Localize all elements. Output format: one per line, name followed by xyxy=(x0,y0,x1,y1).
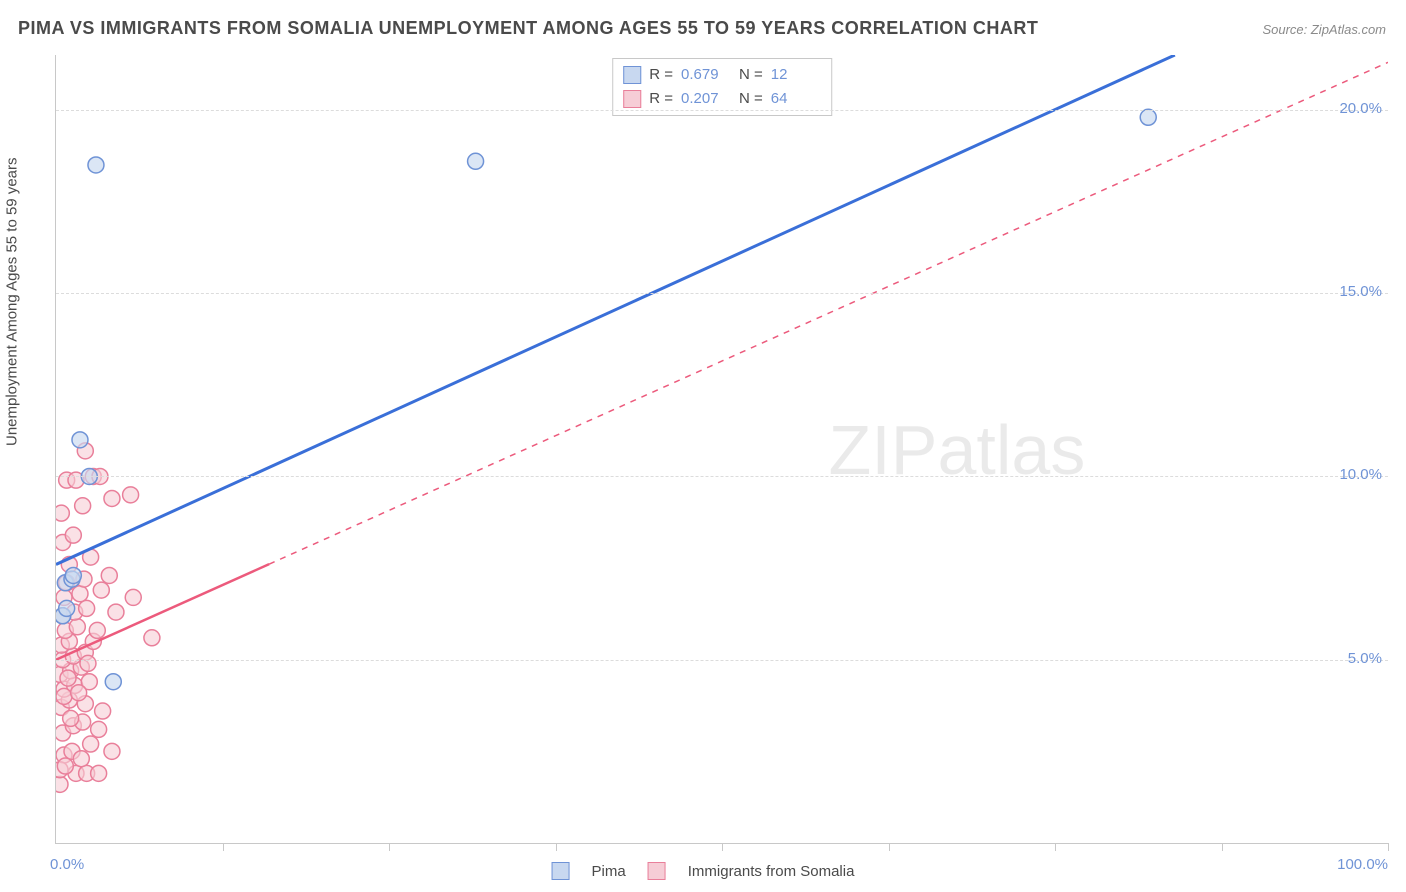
y-tick-label: 10.0% xyxy=(1339,466,1382,483)
data-point xyxy=(63,710,79,726)
data-point xyxy=(91,765,107,781)
data-point xyxy=(71,685,87,701)
gridline xyxy=(56,660,1388,661)
stats-n-label-0: N = xyxy=(739,63,763,87)
stats-n-value-1: 64 xyxy=(771,87,821,111)
x-tick xyxy=(722,843,723,851)
data-point xyxy=(93,582,109,598)
data-point xyxy=(57,758,73,774)
chart-plot-area: R = 0.679 N = 12 R = 0.207 N = 64 ZIPatl… xyxy=(55,55,1388,844)
x-tick xyxy=(1222,843,1223,851)
legend-swatch-0 xyxy=(552,862,570,880)
trend-line xyxy=(56,55,1175,564)
data-point xyxy=(105,674,121,690)
y-axis-label: Unemployment Among Ages 55 to 59 years xyxy=(4,157,21,446)
stats-legend-row-1: R = 0.207 N = 64 xyxy=(623,87,821,111)
legend-label-0: Pima xyxy=(592,863,626,880)
y-tick-label: 15.0% xyxy=(1339,283,1382,300)
data-point xyxy=(56,688,72,704)
data-point xyxy=(75,498,91,514)
stats-legend-row-0: R = 0.679 N = 12 xyxy=(623,63,821,87)
data-point xyxy=(80,655,96,671)
x-min-label: 0.0% xyxy=(50,856,84,873)
data-point xyxy=(73,751,89,767)
x-tick xyxy=(1388,843,1389,851)
data-point xyxy=(108,604,124,620)
stats-r-value-1: 0.207 xyxy=(681,87,731,111)
stats-legend: R = 0.679 N = 12 R = 0.207 N = 64 xyxy=(612,58,832,116)
data-point xyxy=(104,743,120,759)
data-point xyxy=(53,505,69,521)
stats-swatch-1 xyxy=(623,90,641,108)
stats-r-label-1: R = xyxy=(649,87,673,111)
data-point xyxy=(1140,109,1156,125)
source-label: Source: ZipAtlas.com xyxy=(1262,22,1386,37)
x-tick xyxy=(389,843,390,851)
data-point xyxy=(91,721,107,737)
stats-n-label-1: N = xyxy=(739,87,763,111)
x-tick xyxy=(1055,843,1056,851)
gridline xyxy=(56,476,1388,477)
trend-line-dash xyxy=(269,62,1388,564)
legend-label-1: Immigrants from Somalia xyxy=(688,863,855,880)
data-point xyxy=(125,589,141,605)
data-point xyxy=(59,600,75,616)
data-point xyxy=(52,776,68,792)
data-point xyxy=(104,490,120,506)
stats-swatch-0 xyxy=(623,66,641,84)
y-tick-label: 20.0% xyxy=(1339,100,1382,117)
data-point xyxy=(468,153,484,169)
data-point xyxy=(79,600,95,616)
data-point xyxy=(88,157,104,173)
x-tick xyxy=(889,843,890,851)
gridline xyxy=(56,293,1388,294)
data-point xyxy=(60,670,76,686)
chart-svg xyxy=(56,55,1388,843)
stats-n-value-0: 12 xyxy=(771,63,821,87)
chart-title: PIMA VS IMMIGRANTS FROM SOMALIA UNEMPLOY… xyxy=(18,18,1038,39)
data-point xyxy=(65,527,81,543)
data-point xyxy=(144,630,160,646)
legend-swatch-1 xyxy=(648,862,666,880)
x-max-label: 100.0% xyxy=(1337,856,1388,873)
data-point xyxy=(123,487,139,503)
data-point xyxy=(95,703,111,719)
x-tick xyxy=(223,843,224,851)
data-point xyxy=(89,622,105,638)
data-point xyxy=(101,567,117,583)
data-point xyxy=(83,736,99,752)
gridline xyxy=(56,110,1388,111)
data-point xyxy=(72,586,88,602)
data-point xyxy=(72,432,88,448)
stats-r-label-0: R = xyxy=(649,63,673,87)
series-legend: Pima Immigrants from Somalia xyxy=(552,862,855,880)
data-point xyxy=(65,567,81,583)
data-point xyxy=(69,619,85,635)
y-tick-label: 5.0% xyxy=(1348,650,1382,667)
stats-r-value-0: 0.679 xyxy=(681,63,731,87)
x-tick xyxy=(556,843,557,851)
